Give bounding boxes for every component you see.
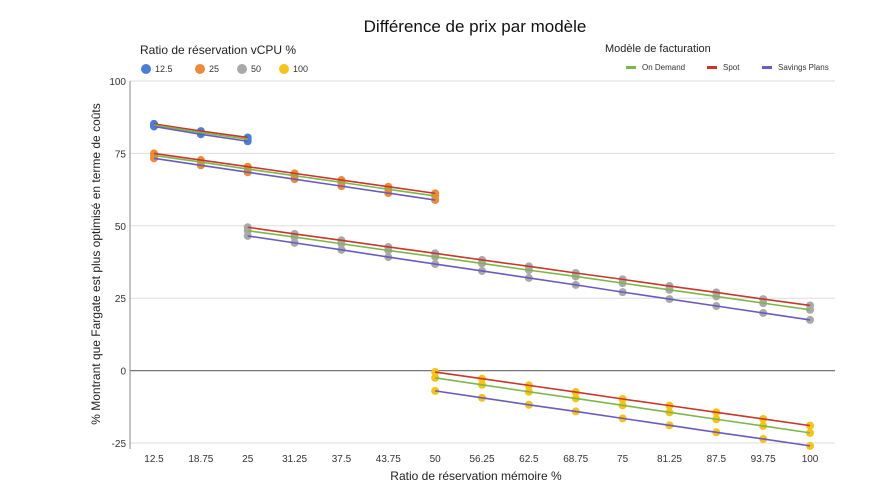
series-line-25-spot — [153, 152, 436, 195]
y-tick-label: 100 — [109, 77, 126, 88]
legend-label-vcpu: 50 — [251, 64, 261, 74]
x-axis-label: Ratio de réservation mémoire % — [390, 469, 562, 483]
legend-label-model: Spot — [723, 63, 740, 72]
legend-label-vcpu: 100 — [293, 64, 308, 74]
x-tick-label: 81.25 — [657, 454, 682, 465]
series-line-25-savings-plans — [153, 157, 436, 201]
y-tick-label: 25 — [115, 294, 127, 305]
y-tick-label: 75 — [115, 149, 127, 160]
series-line-50-spot — [247, 226, 811, 307]
legend-marker-vcpu — [141, 64, 151, 74]
series-line-50-savings-plans — [247, 235, 811, 321]
x-tick-label: 75 — [617, 454, 629, 465]
x-tick-label: 50 — [430, 454, 442, 465]
x-tick-label: 68.75 — [563, 454, 588, 465]
legend-label-model: On Demand — [642, 63, 685, 72]
chart-title: Différence de prix par modèle — [364, 17, 587, 36]
x-tick-label: 87.5 — [707, 454, 727, 465]
x-tick-label: 100 — [802, 454, 819, 465]
y-tick-label: -25 — [112, 439, 127, 450]
legend-marker-vcpu — [237, 64, 247, 74]
legend-marker-vcpu — [195, 64, 205, 74]
x-tick-label: 56.25 — [470, 454, 495, 465]
grid: -25 0 25 50 75 100 12.5 18.75 25 31.25 37.5 43.75 50… — [109, 77, 835, 465]
series-line-12.5-spot — [153, 123, 248, 139]
series-line-100-savings-plans — [435, 390, 811, 447]
series-line-50-on-demand — [247, 229, 811, 311]
legend-vcpu-title: Ratio de réservation vCPU % — [140, 43, 296, 57]
y-tick-label: 0 — [120, 367, 126, 378]
series-line-100-on-demand — [435, 377, 811, 434]
y-tick-label: 50 — [115, 222, 127, 233]
legend-label-model: Savings Plans — [778, 63, 829, 72]
x-tick-label: 18.75 — [188, 454, 213, 465]
x-tick-label: 25 — [242, 454, 254, 465]
x-tick-label: 43.75 — [376, 454, 401, 465]
x-tick-label: 31.25 — [282, 454, 307, 465]
legend-label-vcpu: 25 — [209, 64, 219, 74]
legend-model-title: Modèle de facturation — [605, 43, 711, 55]
x-tick-label: 93.75 — [751, 454, 776, 465]
series-line-100-spot — [435, 371, 811, 427]
series-group — [150, 119, 815, 450]
legend-marker-vcpu — [279, 64, 289, 74]
x-tick-label: 12.5 — [144, 454, 164, 465]
legends: 12.5 25 50 100 On Demand Spot Savings Plans — [141, 63, 829, 74]
y-axis-label: % Montrant que Fargate est plus optimisé… — [89, 103, 103, 425]
legend-marker-model — [707, 66, 717, 69]
series-line-25-on-demand — [153, 154, 436, 197]
legend-marker-model — [762, 66, 772, 69]
series-line-12.5-on-demand — [153, 124, 248, 141]
series-line-12.5-savings-plans — [153, 125, 248, 143]
x-tick-label: 37.5 — [332, 454, 352, 465]
x-tick-label: 62.5 — [519, 454, 539, 465]
legend-label-vcpu: 12.5 — [155, 64, 173, 74]
legend-marker-model — [626, 66, 636, 69]
